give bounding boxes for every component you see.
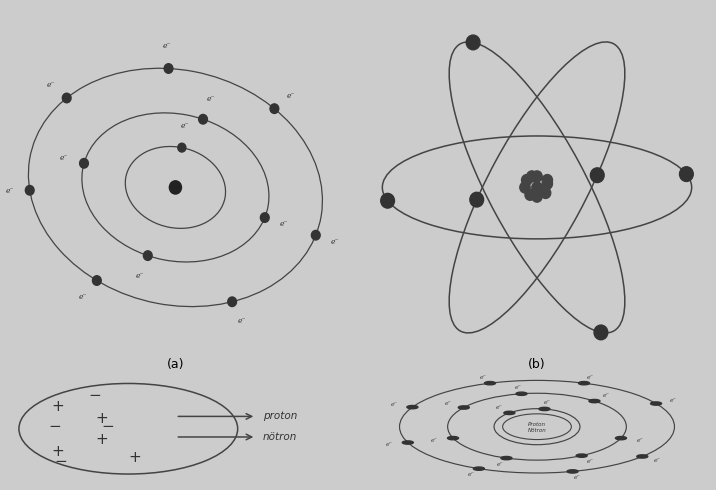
- Circle shape: [402, 441, 413, 444]
- Circle shape: [501, 457, 512, 460]
- Circle shape: [25, 186, 34, 195]
- Circle shape: [541, 187, 551, 198]
- Text: −: −: [48, 419, 61, 434]
- Circle shape: [448, 437, 458, 440]
- Circle shape: [458, 406, 469, 409]
- Circle shape: [520, 182, 530, 193]
- Text: nötron: nötron: [263, 432, 297, 442]
- Text: e⁻: e⁻: [431, 438, 437, 443]
- Text: e⁻: e⁻: [587, 375, 594, 380]
- Text: e⁻: e⁻: [468, 472, 475, 477]
- Text: e⁻: e⁻: [574, 475, 581, 480]
- Circle shape: [178, 143, 186, 152]
- Circle shape: [576, 454, 587, 457]
- Text: e⁻: e⁻: [587, 459, 594, 464]
- Circle shape: [579, 382, 589, 385]
- Text: e⁻: e⁻: [480, 375, 487, 380]
- Text: e⁻: e⁻: [47, 81, 55, 89]
- Circle shape: [542, 178, 553, 189]
- Text: +: +: [129, 450, 142, 465]
- Text: e⁻: e⁻: [515, 385, 522, 390]
- Circle shape: [594, 325, 608, 340]
- Circle shape: [407, 406, 418, 409]
- Circle shape: [542, 174, 553, 186]
- Circle shape: [261, 213, 269, 222]
- Text: (a): (a): [167, 358, 184, 371]
- Circle shape: [92, 276, 101, 285]
- Circle shape: [567, 470, 578, 473]
- Circle shape: [228, 297, 236, 307]
- Text: −: −: [102, 419, 115, 434]
- Text: e⁻: e⁻: [670, 398, 677, 403]
- Text: e⁻: e⁻: [385, 442, 392, 447]
- Circle shape: [470, 192, 483, 207]
- Text: Nötron: Nötron: [528, 428, 546, 433]
- Circle shape: [198, 115, 208, 124]
- Text: e⁻: e⁻: [60, 154, 69, 162]
- Circle shape: [164, 64, 173, 74]
- Text: e⁻: e⁻: [497, 462, 504, 466]
- Circle shape: [527, 171, 537, 182]
- Circle shape: [637, 455, 648, 458]
- Circle shape: [381, 194, 395, 208]
- Text: +: +: [95, 411, 108, 426]
- Text: +: +: [52, 398, 64, 414]
- Text: e⁻: e⁻: [495, 405, 503, 410]
- Circle shape: [79, 159, 88, 168]
- Text: e⁻: e⁻: [445, 401, 452, 406]
- Circle shape: [473, 467, 485, 470]
- Circle shape: [532, 191, 542, 202]
- Circle shape: [170, 181, 181, 194]
- Circle shape: [591, 168, 604, 183]
- Text: Proton: Proton: [528, 422, 546, 427]
- Circle shape: [589, 399, 600, 403]
- Circle shape: [651, 402, 662, 405]
- Circle shape: [270, 104, 279, 114]
- Circle shape: [62, 93, 71, 103]
- Text: +: +: [52, 444, 64, 459]
- Text: e⁻: e⁻: [135, 272, 144, 280]
- Circle shape: [679, 167, 693, 181]
- Text: proton: proton: [263, 412, 297, 421]
- Text: e⁻: e⁻: [602, 393, 609, 398]
- Circle shape: [521, 174, 532, 186]
- Text: e⁻: e⁻: [181, 122, 190, 130]
- Text: +: +: [95, 432, 108, 446]
- Circle shape: [539, 407, 550, 411]
- Text: e⁻: e⁻: [207, 95, 216, 103]
- Text: −: −: [54, 454, 67, 469]
- Text: e⁻: e⁻: [5, 187, 14, 195]
- Circle shape: [466, 35, 480, 50]
- Text: e⁻: e⁻: [637, 438, 643, 443]
- Text: e⁻: e⁻: [79, 293, 87, 301]
- Circle shape: [504, 411, 515, 415]
- Circle shape: [143, 251, 153, 260]
- Text: e⁻: e⁻: [654, 458, 661, 463]
- Text: e⁻: e⁻: [238, 317, 246, 325]
- Circle shape: [311, 230, 320, 240]
- Text: e⁻: e⁻: [163, 43, 172, 50]
- Circle shape: [516, 392, 527, 395]
- Text: −: −: [88, 388, 101, 403]
- Circle shape: [532, 182, 542, 193]
- Text: e⁻: e⁻: [391, 402, 397, 407]
- Text: e⁻: e⁻: [286, 92, 295, 99]
- Text: e⁻: e⁻: [331, 238, 339, 246]
- Circle shape: [525, 189, 536, 200]
- Circle shape: [616, 437, 626, 440]
- Circle shape: [485, 382, 495, 385]
- Text: e⁻: e⁻: [543, 400, 551, 405]
- Circle shape: [532, 171, 542, 182]
- Text: e⁻: e⁻: [280, 220, 289, 228]
- Text: (b): (b): [528, 358, 546, 371]
